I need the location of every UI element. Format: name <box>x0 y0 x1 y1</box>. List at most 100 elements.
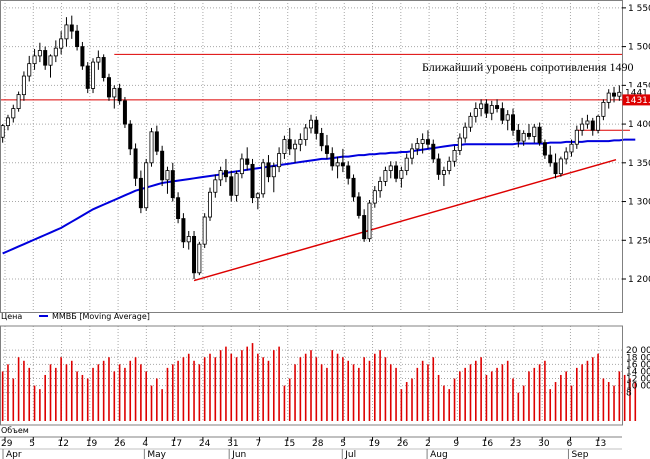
candle-body <box>202 216 207 245</box>
candle-body <box>351 177 356 198</box>
price-tick-label: 1 400 <box>628 120 650 130</box>
price-tick-label: 1 300 <box>628 198 650 208</box>
candle-body <box>207 191 212 218</box>
candle-body <box>138 177 143 209</box>
volume-tick-label: 20 000 <box>626 346 650 356</box>
candle-body <box>479 103 484 109</box>
candle-body <box>282 139 287 154</box>
date-tick-label: 2 <box>425 439 431 449</box>
candle-body <box>612 92 617 97</box>
volume-tick-label: 16 000 <box>626 360 650 370</box>
candle-body <box>266 162 271 178</box>
volume-tick-label: 18 000 <box>626 353 650 363</box>
candle-body <box>537 126 542 144</box>
price-tick-label: 1 350 <box>628 159 650 169</box>
price-panel-frame <box>0 0 623 313</box>
candle-body <box>37 50 42 57</box>
candle-body <box>346 165 351 179</box>
candle-body <box>128 123 133 150</box>
candle-body <box>585 120 590 125</box>
candle-body <box>234 173 239 196</box>
date-tick-label: 19 <box>369 439 381 449</box>
volume-tick-label: 14 000 <box>626 367 650 377</box>
candle-body <box>441 170 446 175</box>
candle-body <box>463 126 468 139</box>
candle-body <box>293 143 298 150</box>
legend-price-label: Цена <box>1 312 22 321</box>
candle-body <box>452 150 457 162</box>
candle-body <box>558 158 563 175</box>
date-tick-label: 5 <box>340 439 346 449</box>
candle-body <box>0 125 5 138</box>
candle-body <box>298 139 303 145</box>
candle-body <box>154 131 159 152</box>
candle-body <box>420 139 425 144</box>
date-tick-label: 23 <box>510 439 521 449</box>
candle-body <box>112 88 117 98</box>
candle-body <box>394 165 399 179</box>
candle-body <box>11 108 16 119</box>
price-tick-label: 1 200 <box>628 275 650 285</box>
candle-body <box>271 166 276 178</box>
month-tick-label: Aug <box>430 450 448 459</box>
candle-body <box>388 165 393 171</box>
month-tick-label: Jul <box>344 450 356 459</box>
date-tick-label: 17 <box>171 439 182 449</box>
candle-body <box>425 139 430 145</box>
candle-body <box>314 119 319 134</box>
candle-body <box>122 100 127 125</box>
date-tick-label: 19 <box>86 439 98 449</box>
date-tick-label: 29 <box>1 439 13 449</box>
candle-body <box>144 162 149 209</box>
support-trendline <box>193 158 617 282</box>
candle-body <box>526 132 531 137</box>
candle-body <box>287 139 292 150</box>
price-tick-label: 1 550 <box>628 4 650 14</box>
date-tick-label: 31 <box>227 439 238 449</box>
candle-body <box>516 129 521 142</box>
candle-body <box>197 243 202 274</box>
candle-body <box>75 30 80 48</box>
grid <box>0 0 622 421</box>
candle-body <box>574 129 579 145</box>
candle-body <box>601 101 606 117</box>
candle-body <box>473 108 478 117</box>
candle-body <box>340 162 345 167</box>
volume-tick-label: 10 000 <box>626 382 650 392</box>
candle-body <box>399 170 404 179</box>
candle-body <box>59 38 64 49</box>
candle-body <box>255 193 260 199</box>
candle-body <box>5 117 10 127</box>
candle-body <box>186 236 191 243</box>
volume-panel-frame <box>0 325 623 426</box>
candle-body <box>489 105 494 114</box>
candle-body <box>495 105 500 109</box>
candle-body <box>43 50 48 66</box>
candle-body <box>149 131 154 164</box>
date-tick-label: 5 <box>29 439 35 449</box>
candle-body <box>415 143 420 150</box>
candle-body <box>521 132 526 142</box>
candle-body <box>468 115 473 128</box>
candle-body <box>617 91 622 97</box>
volume-bars <box>1 343 637 421</box>
candle-body <box>309 119 313 129</box>
date-tick-label: 13 <box>595 439 606 449</box>
last-price-box <box>622 94 650 106</box>
candle-body <box>532 126 537 137</box>
candle-body <box>330 153 335 167</box>
candle-body <box>239 158 244 175</box>
legend: Цена ММВБ [Moving Average] Объем <box>1 312 150 435</box>
candle-body <box>335 162 340 167</box>
candle-body <box>457 137 462 151</box>
candle-body <box>553 162 558 175</box>
resistance-annotation: Ближайший уровень сопротивления 1490 <box>422 60 634 74</box>
candle-body <box>96 57 101 63</box>
date-tick-label: 15 <box>284 439 295 449</box>
candle-body <box>261 162 266 195</box>
date-tick-label: 16 <box>482 439 494 449</box>
price-tick-label: 1 250 <box>628 236 650 246</box>
candle-body <box>27 63 32 77</box>
